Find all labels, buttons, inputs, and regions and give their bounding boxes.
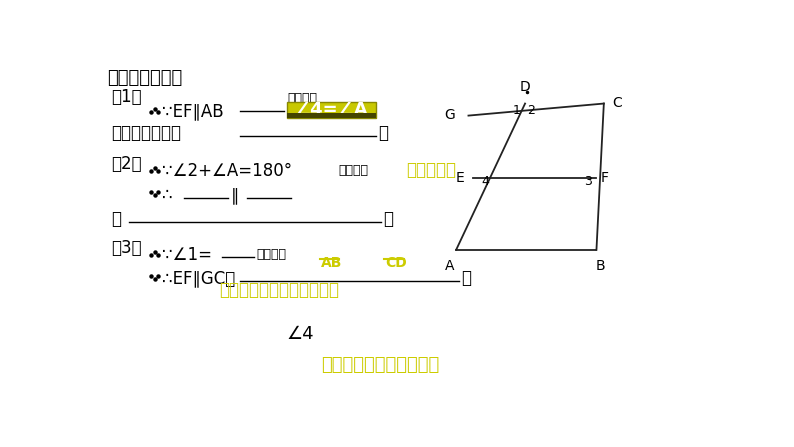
Text: 1: 1	[512, 104, 520, 117]
Text: B: B	[596, 259, 605, 274]
Text: 3: 3	[584, 175, 592, 188]
Text: （同位角相等，: （同位角相等，	[111, 124, 182, 142]
Text: ）: ）	[461, 269, 471, 287]
Text: A: A	[445, 259, 455, 274]
Text: F: F	[600, 171, 608, 185]
Text: ）: ）	[383, 210, 393, 228]
Text: 4: 4	[482, 175, 490, 188]
Text: 2: 2	[527, 104, 535, 117]
Text: （1）: （1）	[111, 88, 142, 105]
Text: CD: CD	[385, 256, 407, 270]
Text: ∴: ∴	[162, 186, 172, 204]
Text: ∵∠1=: ∵∠1=	[162, 246, 212, 264]
Text: （已知）: （已知）	[338, 164, 368, 177]
Text: 看图推理填空：: 看图推理填空：	[106, 69, 182, 87]
Text: D: D	[520, 80, 530, 94]
Text: （已知）: （已知）	[287, 92, 318, 105]
Text: （已知）: （已知）	[256, 248, 286, 261]
Text: ∥: ∥	[231, 186, 239, 204]
Bar	[287, 102, 376, 118]
Text: ∠4=∠A: ∠4=∠A	[295, 101, 368, 119]
Text: 两直线平行: 两直线平行	[406, 161, 456, 179]
Bar	[287, 113, 376, 118]
Text: AB: AB	[321, 256, 342, 270]
Text: G: G	[444, 108, 455, 122]
Text: E: E	[456, 171, 464, 185]
Text: ）: ）	[378, 124, 388, 142]
Text: 同旁内角互补，两直线平行: 同旁内角互补，两直线平行	[219, 281, 339, 299]
Text: （2）: （2）	[111, 156, 142, 173]
Text: ∠4: ∠4	[287, 325, 314, 343]
Text: （: （	[111, 210, 121, 228]
Text: ∴EF∥GC（: ∴EF∥GC（	[162, 269, 235, 287]
Text: ∵∠2+∠A=180°: ∵∠2+∠A=180°	[162, 162, 292, 180]
Text: ∵EF∥AB: ∵EF∥AB	[162, 102, 224, 120]
Text: C: C	[612, 96, 622, 110]
Text: 内错角相等，两直线平行: 内错角相等，两直线平行	[321, 356, 439, 374]
Text: （3）: （3）	[111, 239, 142, 257]
